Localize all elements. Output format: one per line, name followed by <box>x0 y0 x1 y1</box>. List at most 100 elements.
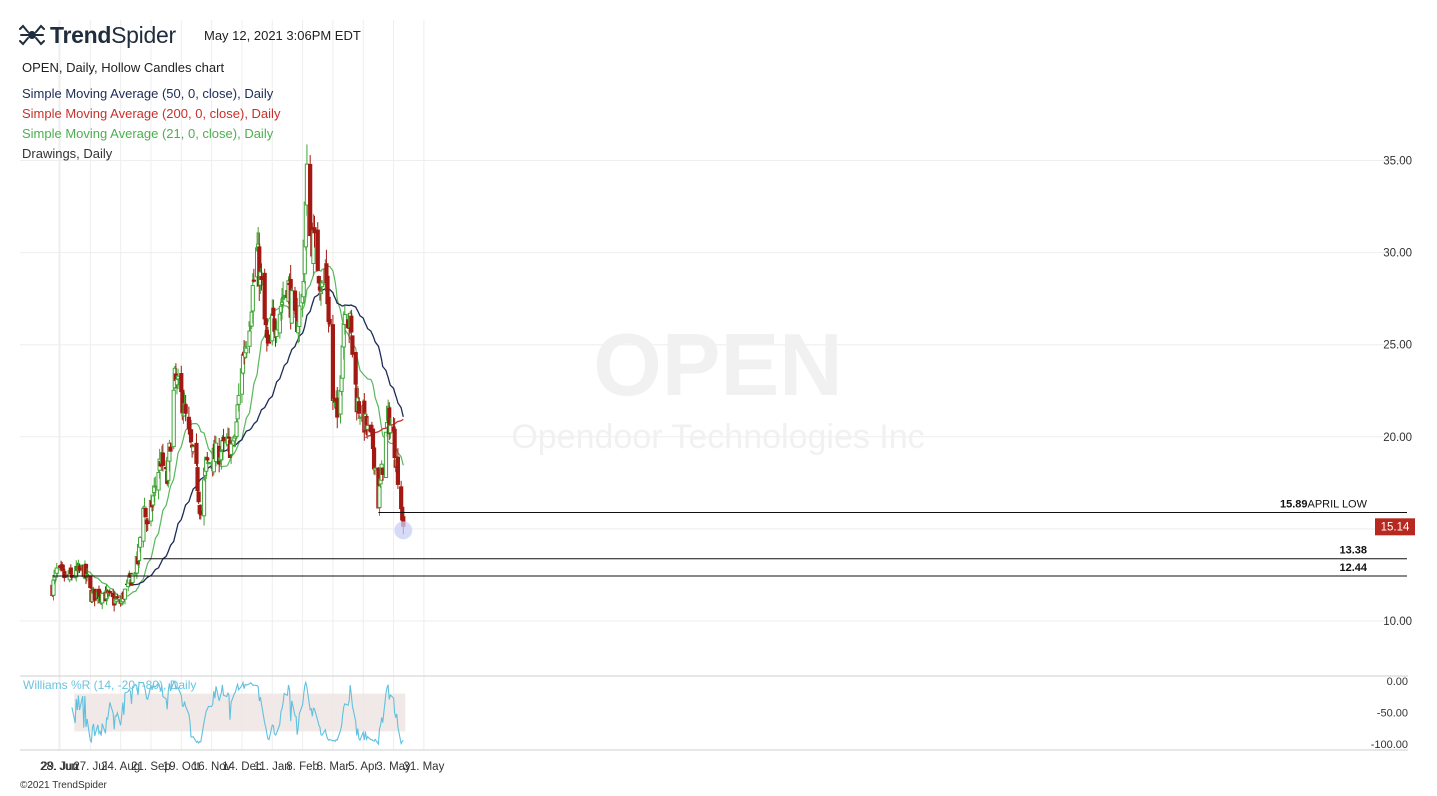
candle-body <box>68 567 73 575</box>
wr-tick-0: 0.00 <box>1387 676 1408 688</box>
candle-body <box>235 404 240 420</box>
candle-body <box>204 456 209 472</box>
level-label-1: 13.38 <box>1339 545 1367 557</box>
candle-body <box>194 442 199 464</box>
x-tick-5: 16. Nov <box>192 761 232 773</box>
last-bar-marker <box>394 521 413 540</box>
candle-body <box>335 397 340 418</box>
x-tick-6: 14. Dec <box>222 761 262 773</box>
candle-body <box>229 443 234 455</box>
candle-body <box>138 537 143 548</box>
study-sma50-label[interactable]: Simple Moving Average (50, 0, close), Da… <box>22 86 274 101</box>
candle-body <box>83 563 89 578</box>
candle-body <box>357 416 363 419</box>
last-price-label: 15.14 <box>1381 521 1410 533</box>
watermark-name: Opendoor Technologies Inc <box>511 418 924 456</box>
candle-body <box>388 424 393 434</box>
candle-body <box>319 282 325 288</box>
candle-body <box>297 305 302 327</box>
candle-body <box>206 462 211 465</box>
candle-body <box>84 573 90 576</box>
williams-r-label: Williams %R (14, -20, -80), Daily <box>23 678 196 692</box>
candle-body <box>244 347 249 354</box>
candle-body <box>77 565 82 571</box>
candle-body <box>130 573 135 583</box>
candle-body <box>263 318 268 326</box>
candle-body <box>251 279 256 282</box>
candle-body <box>221 436 226 442</box>
candle-body <box>153 485 158 488</box>
study-sma21-label[interactable]: Simple Moving Average (21, 0, close), Da… <box>22 126 274 141</box>
candle-body <box>356 401 362 414</box>
candle-body <box>315 229 320 271</box>
candle-body <box>134 556 139 574</box>
brand-bold: Trend <box>50 21 112 48</box>
candle-body <box>183 404 188 414</box>
candle-body <box>167 442 172 462</box>
x-tick-8: 8. Feb <box>286 761 319 773</box>
candle-body <box>318 291 324 294</box>
candle-body <box>114 598 119 602</box>
candle-body <box>371 447 377 470</box>
candle-body <box>145 521 150 525</box>
candle-body <box>143 508 148 518</box>
candle-body <box>234 421 239 437</box>
candle-body <box>226 436 232 439</box>
candle-body <box>195 467 200 492</box>
watermark-symbol: OPEN <box>593 315 842 414</box>
candle-body <box>279 301 285 306</box>
candle-body <box>259 276 264 280</box>
candle-body <box>60 564 65 569</box>
study-drawings-label[interactable]: Drawings, Daily <box>22 146 113 161</box>
candle-body <box>191 446 196 452</box>
candle-body <box>289 290 294 324</box>
candle-body <box>201 479 207 517</box>
x-tick-13: 28. Jun <box>40 761 78 773</box>
x-tick-0: 29. Jun <box>41 761 79 773</box>
candle-body <box>274 329 279 337</box>
candle-body <box>171 389 176 448</box>
candle-body <box>54 567 59 574</box>
y-tick-0: 35.00 <box>1383 156 1412 168</box>
candle-body <box>88 575 93 589</box>
candle-body <box>107 590 112 593</box>
candle-body <box>365 425 370 430</box>
wr-tick-1: -50.00 <box>1377 708 1408 720</box>
candle-body <box>156 472 161 491</box>
sma21-line <box>82 265 404 598</box>
candle-body <box>175 375 181 380</box>
candle-body <box>278 305 284 313</box>
candle-body <box>249 311 254 327</box>
study-sma200-label[interactable]: Simple Moving Average (200, 0, close), D… <box>22 106 281 121</box>
candle-body <box>301 281 306 298</box>
candle-body <box>115 596 120 599</box>
candle-body <box>174 378 180 386</box>
wr-tick-2: -100.00 <box>1371 739 1408 751</box>
x-tick-7: 11. Jan <box>254 761 291 773</box>
watermark: OPEN Opendoor Technologies Inc <box>511 315 924 456</box>
candle-body <box>317 286 323 291</box>
candle-body <box>213 442 219 463</box>
x-tick-11: 3. May <box>376 761 411 773</box>
x-tick-1: 27. Jul <box>73 761 107 773</box>
level-label-2: 12.44 <box>1339 562 1367 574</box>
candle-body <box>148 499 154 522</box>
candle-body <box>122 588 128 600</box>
brand-logo: TrendSpider <box>18 20 176 50</box>
candle-body <box>304 163 310 206</box>
candle-body <box>100 592 105 604</box>
candle-body <box>62 571 67 579</box>
candle-body <box>353 352 358 385</box>
level-label-0: 15.89APRIL LOW <box>1280 499 1368 511</box>
williams-r-path <box>71 680 404 746</box>
brand-light: Spider <box>111 21 176 48</box>
x-tick-4: 19. Oct <box>163 761 201 773</box>
candle-body <box>110 592 116 598</box>
timestamp: May 12, 2021 3:06PM EDT <box>204 28 361 43</box>
candle-body <box>168 446 173 452</box>
support-levels: 15.89APRIL LOW 13.38 12.44 <box>52 499 1407 577</box>
candle-body <box>387 407 392 435</box>
candle-body <box>219 451 224 461</box>
